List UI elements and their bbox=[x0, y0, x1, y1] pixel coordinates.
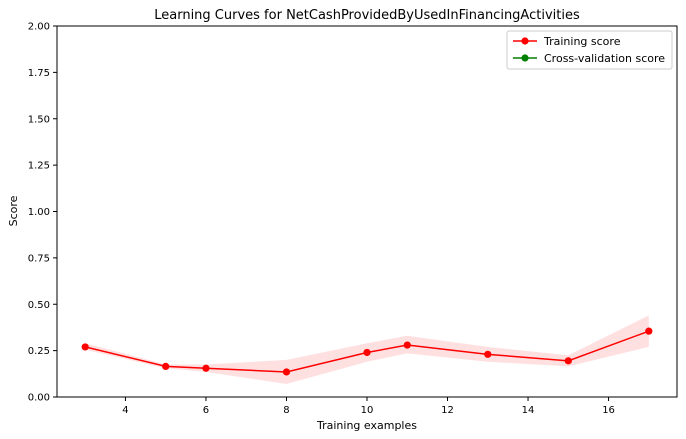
data-point bbox=[403, 341, 411, 349]
y-tick-label: 0.25 bbox=[28, 346, 50, 357]
y-tick-label: 1.75 bbox=[28, 68, 50, 79]
y-axis: 0.00 0.25 0.50 0.75 1.00 1.25 1.50 1.75 2.00 bbox=[28, 22, 57, 404]
chart-title: Learning Curves for NetCashProvidedByUse… bbox=[154, 8, 580, 23]
y-tick-label: 0.00 bbox=[28, 393, 50, 404]
data-point bbox=[162, 362, 170, 370]
legend-label: Cross-validation score bbox=[544, 52, 665, 65]
data-point bbox=[645, 327, 653, 335]
legend-label: Training score bbox=[543, 35, 621, 48]
data-point bbox=[484, 350, 492, 358]
x-tick-label: 6 bbox=[203, 405, 209, 416]
y-tick-label: 1.50 bbox=[28, 114, 50, 125]
y-tick-label: 2.00 bbox=[28, 22, 50, 33]
data-point bbox=[363, 348, 371, 357]
y-tick-label: 1.00 bbox=[28, 207, 50, 218]
plot-frame bbox=[56, 25, 678, 398]
y-tick-label: 0.75 bbox=[28, 253, 50, 264]
x-tick-label: 16 bbox=[602, 405, 615, 416]
y-axis-label: Score bbox=[7, 195, 20, 226]
x-tick-label: 8 bbox=[283, 405, 289, 416]
legend-marker bbox=[521, 37, 529, 45]
legend-marker bbox=[521, 54, 529, 62]
y-tick-label: 0.50 bbox=[28, 300, 50, 311]
data-point bbox=[564, 357, 572, 365]
y-tick-label: 1.25 bbox=[28, 161, 50, 172]
x-axis: 4 6 8 10 12 14 16 bbox=[122, 397, 615, 416]
x-tick-label: 4 bbox=[122, 405, 128, 416]
x-tick-label: 12 bbox=[441, 405, 454, 416]
x-axis-label: Training examples bbox=[316, 419, 417, 432]
legend-box bbox=[506, 30, 673, 70]
data-point bbox=[202, 364, 210, 372]
x-tick-label: 10 bbox=[361, 405, 374, 416]
series-layer bbox=[81, 327, 653, 376]
legend: Training score Cross-validation score bbox=[506, 30, 673, 70]
data-point bbox=[282, 368, 291, 376]
x-tick-label: 14 bbox=[522, 405, 535, 416]
data-point bbox=[81, 343, 89, 351]
